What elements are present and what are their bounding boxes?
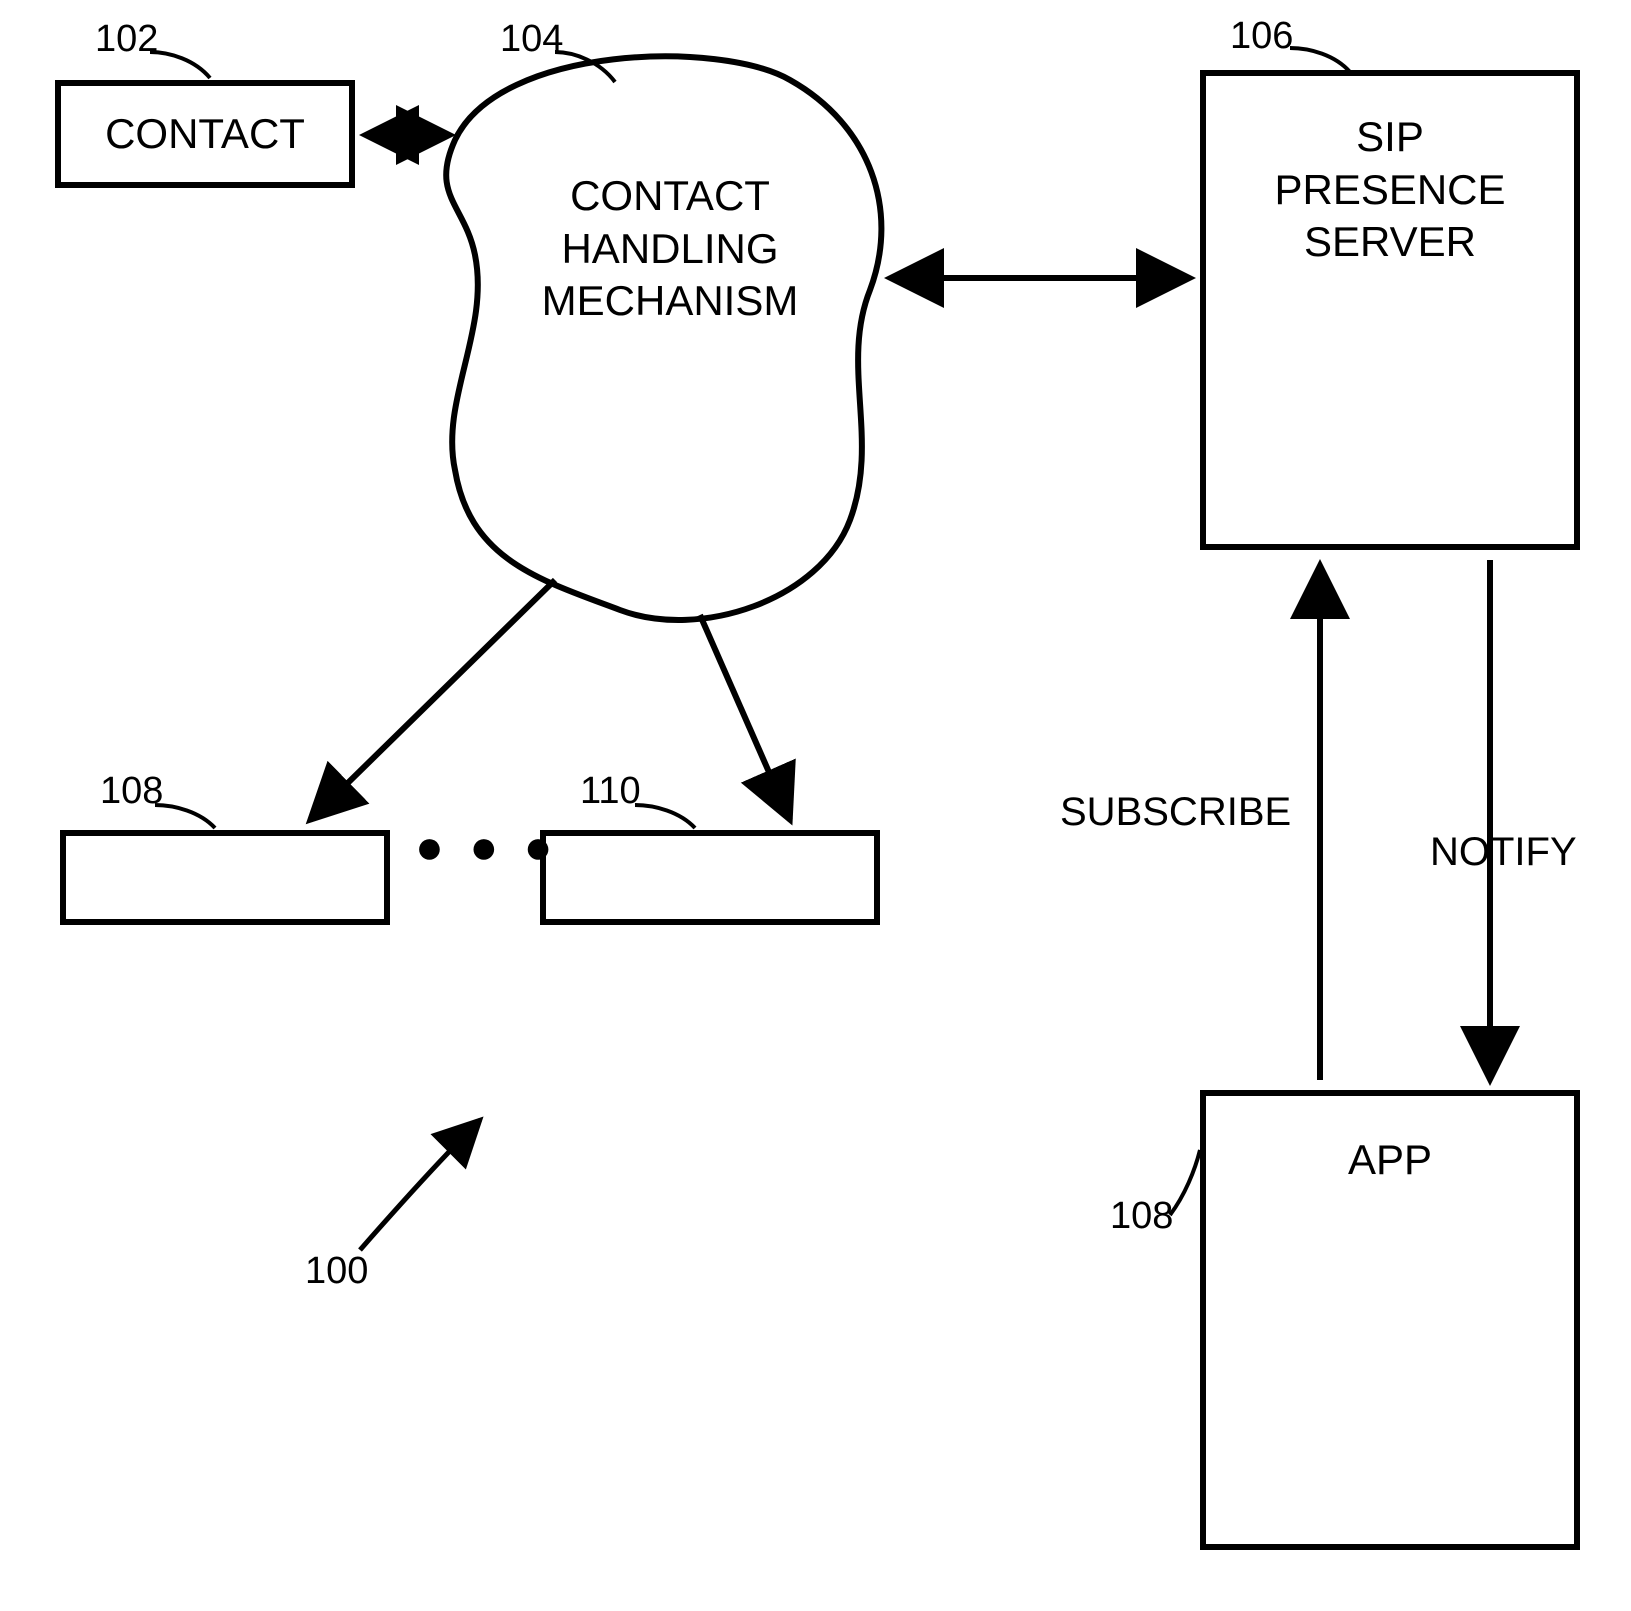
notify-label: NOTIFY: [1430, 830, 1577, 875]
mechanism-text: CONTACT HANDLING MECHANISM: [530, 170, 810, 328]
sip-server-box: SIP PRESENCE SERVER: [1200, 70, 1580, 550]
sip-line3: SERVER: [1274, 216, 1505, 269]
ref-110: 110: [580, 770, 641, 813]
edge-mechanism-box110: [700, 615, 790, 820]
diagram-container: CONTACT 102 CONTACT HANDLING MECHANISM 1…: [0, 0, 1631, 1611]
ref-curve-104: [555, 52, 615, 82]
ref-arrow-100: [360, 1120, 480, 1250]
box-108: [60, 830, 390, 925]
mechanism-line1: CONTACT: [530, 170, 810, 223]
ref-curve-108a: [155, 805, 215, 828]
box-110: [540, 830, 880, 925]
ref-102: 102: [95, 18, 158, 61]
app-box: APP: [1200, 1090, 1580, 1550]
ref-108b: 108: [1110, 1195, 1173, 1238]
app-label: APP: [1348, 1136, 1432, 1184]
ref-curve-102: [150, 52, 210, 78]
ref-100: 100: [305, 1250, 368, 1293]
ref-106: 106: [1230, 15, 1293, 58]
mechanism-blob: [446, 56, 881, 620]
mechanism-line3: MECHANISM: [530, 275, 810, 328]
ref-curve-110: [635, 805, 695, 828]
mechanism-line2: HANDLING: [530, 223, 810, 276]
edge-mechanism-box108: [310, 580, 555, 820]
ref-curve-106: [1290, 48, 1350, 72]
sip-line2: PRESENCE: [1274, 164, 1505, 217]
sip-line1: SIP: [1274, 111, 1505, 164]
ref-104: 104: [500, 18, 563, 61]
ref-108a: 108: [100, 770, 163, 813]
ref-curve-108b: [1170, 1150, 1200, 1215]
contact-label: CONTACT: [105, 110, 305, 158]
contact-box: CONTACT: [55, 80, 355, 188]
ellipsis-dots: ● ● ●: [415, 820, 559, 875]
subscribe-label: SUBSCRIBE: [1060, 790, 1291, 835]
